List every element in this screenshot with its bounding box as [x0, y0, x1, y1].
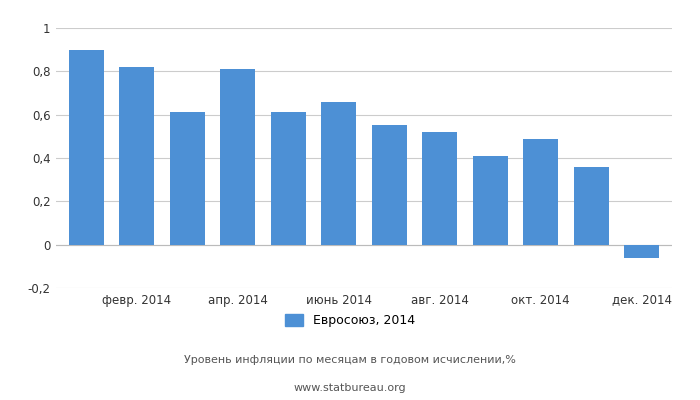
Bar	[69, 50, 104, 245]
Bar	[372, 126, 407, 245]
Bar	[473, 156, 508, 245]
Bar	[271, 112, 306, 245]
Bar	[321, 102, 356, 245]
Bar	[119, 67, 155, 245]
Bar	[220, 69, 256, 245]
Bar	[169, 112, 205, 245]
Bar	[422, 132, 457, 245]
Bar	[523, 138, 559, 245]
Legend: Евросоюз, 2014: Евросоюз, 2014	[285, 314, 415, 327]
Text: www.statbureau.org: www.statbureau.org	[294, 383, 406, 393]
Bar	[624, 245, 659, 258]
Bar	[573, 167, 609, 245]
Text: Уровень инфляции по месяцам в годовом исчислении,%: Уровень инфляции по месяцам в годовом ис…	[184, 355, 516, 365]
